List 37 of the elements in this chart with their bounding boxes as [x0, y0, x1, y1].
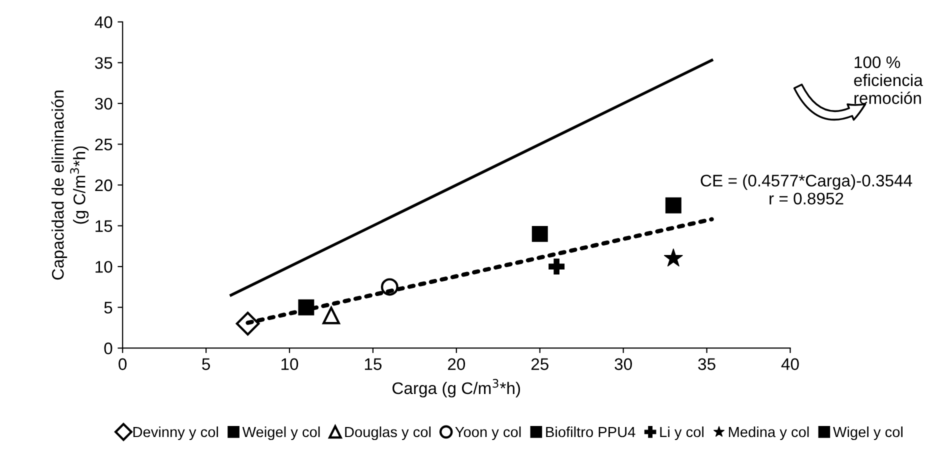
legend-label: Devinny y col	[133, 426, 218, 440]
legend-label: Li y col	[660, 426, 704, 440]
point	[532, 226, 548, 242]
y-tick-label: 25	[95, 138, 112, 150]
legend-label: Wigel y col	[833, 426, 902, 440]
y-tick-label: 35	[94, 57, 112, 69]
point	[548, 258, 565, 275]
y-axis-title: Capacidad de eliminación (g C/m$^{3}$*h)	[51, 90, 89, 280]
x-tick-label: 30	[614, 358, 632, 370]
x-tick-label: 10	[282, 358, 298, 370]
text: 100 % eficiencia remoción	[854, 56, 923, 104]
point	[665, 197, 682, 214]
y-tick-label: 15	[96, 220, 112, 232]
point	[322, 306, 340, 324]
point	[380, 278, 398, 296]
legend-label: Weigel y col	[242, 426, 320, 440]
y-tick-label: 40	[94, 16, 112, 28]
x-tick-label: 20	[448, 358, 466, 370]
y-tick-label: 10	[96, 260, 112, 273]
point	[236, 312, 260, 336]
x-tick-label: 15	[364, 358, 382, 370]
x-tick-label: 5	[202, 358, 210, 370]
x-axis-title: Carga (g C/m$^{3}$*h)	[392, 378, 520, 398]
annotation: CE = (0.4577*Carga)-0.3544 r = 0.8952	[700, 174, 912, 205]
x-tick-label: 40	[781, 358, 799, 370]
legend-label: Yoon y col	[455, 426, 521, 440]
y-tick-label: 20	[95, 179, 112, 192]
x-tick-label: 25	[531, 358, 548, 370]
legend-label: Douglas y col	[345, 426, 431, 440]
point	[664, 248, 683, 267]
x-tick-label: 35	[698, 358, 716, 370]
y-tick-label: 5	[104, 302, 112, 314]
legend-label: Biofiltro PPU4	[546, 426, 636, 438]
y-tick-label: 30	[94, 98, 112, 110]
legend-label: Medina y col	[728, 426, 809, 440]
x-tick-label: 0	[118, 358, 127, 370]
y-tick-label: 0	[104, 342, 112, 354]
